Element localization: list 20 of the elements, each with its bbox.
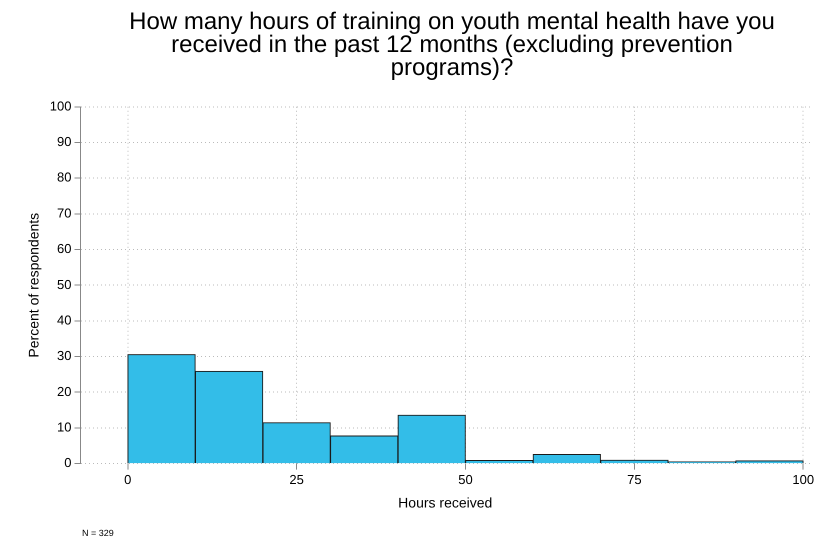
y-tick-label: 100 [50, 98, 72, 114]
x-tick-label: 100 [792, 472, 814, 487]
y-tick-label: 50 [57, 276, 72, 292]
y-axis-title: Percent of respondents [25, 212, 42, 358]
text: N = 329 [82, 528, 114, 538]
x-tick-label: 75 [627, 472, 642, 487]
x-tick-label: 0 [124, 472, 132, 487]
y-tick-label: 30 [57, 348, 72, 364]
y-tick-label: 70 [57, 205, 72, 220]
chart-title: How many hours of training on youth mental health have you received in the past 12 months (excluding prevention programs)? [128, 8, 776, 81]
y-tick-label: 10 [57, 420, 72, 434]
y-tick-label: 40 [57, 312, 72, 328]
x-axis-title: Hours received [398, 494, 492, 510]
x-tick-label: 25 [289, 472, 304, 487]
y-tick-label: 20 [57, 384, 72, 399]
y-tick-label: 90 [57, 134, 72, 150]
y-tick-label: 80 [57, 170, 72, 185]
y-tick-label: 0 [64, 455, 72, 470]
y-tick-label: 60 [57, 241, 72, 256]
x-tick-label: 50 [458, 472, 473, 487]
